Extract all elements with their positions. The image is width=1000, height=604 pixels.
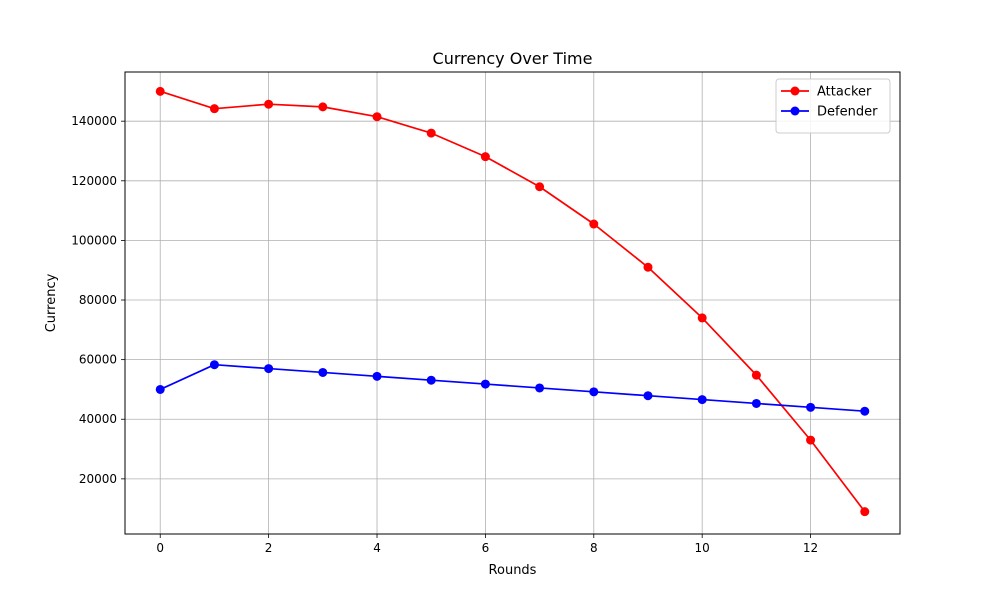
legend: Attacker Defender — [775, 78, 891, 134]
attacker-data-point — [426, 128, 436, 138]
attacker-data-point — [209, 104, 219, 114]
defender-data-point — [264, 364, 274, 374]
defender-data-point — [480, 379, 490, 389]
series-layer — [155, 86, 870, 517]
x-tick-label: 12 — [803, 541, 818, 555]
y-tick-label: 40000 — [79, 412, 117, 426]
x-tick-label: 8 — [590, 541, 598, 555]
defender-data-point — [751, 398, 761, 408]
attacker-data-point — [372, 112, 382, 122]
defender-data-point — [697, 395, 707, 405]
attacker-data-point — [480, 152, 490, 162]
defender-data-point — [535, 383, 545, 393]
attacker-data-point — [751, 370, 761, 380]
defender-data-point — [209, 360, 219, 370]
attacker-data-point — [155, 86, 165, 96]
attacker-series-line — [159, 90, 866, 513]
plot-area-frame — [124, 71, 901, 535]
defender-data-point — [806, 402, 816, 412]
y-tick-label: 80000 — [79, 293, 117, 307]
x-tick-label: 10 — [695, 541, 710, 555]
legend-attacker-label: Attacker — [817, 85, 872, 100]
x-tick-label: 4 — [373, 541, 381, 555]
attacker-data-point — [589, 219, 599, 229]
y-tick-label: 120000 — [71, 174, 117, 188]
attacker-data-point — [264, 99, 274, 109]
legend-attacker-marker — [790, 86, 800, 96]
y-tick-label: 140000 — [71, 114, 117, 128]
y-tick-label: 20000 — [79, 472, 117, 486]
defender-data-point — [860, 406, 870, 416]
defender-data-point — [643, 391, 653, 401]
x-tick-label: 6 — [482, 541, 490, 555]
y-tick-label: 100000 — [71, 233, 117, 247]
defender-data-point — [589, 387, 599, 397]
defender-data-point — [318, 367, 328, 377]
defender-series-line — [159, 363, 865, 413]
axes: 0 2 4 6 8 10 12 20000 40000 60000 80000 100000 12000… — [71, 114, 818, 555]
y-axis-label: Currency — [44, 273, 59, 332]
attacker-data-point — [643, 262, 653, 272]
legend-box — [775, 78, 891, 134]
defender-data-point — [426, 375, 436, 385]
attacker-data-point — [860, 507, 870, 517]
attacker-data-point — [806, 435, 816, 445]
y-tick-label: 60000 — [79, 353, 117, 367]
legend-defender-marker — [790, 106, 800, 116]
attacker-data-point — [318, 102, 328, 112]
attacker-data-point — [535, 182, 545, 192]
attacker-data-point — [697, 313, 707, 323]
chart-title: Currency Over Time — [433, 49, 593, 68]
x-axis-label: Rounds — [489, 563, 537, 578]
legend-defender-label: Defender — [817, 105, 878, 120]
grid-lines — [125, 72, 900, 534]
x-tick-label: 2 — [265, 541, 273, 555]
defender-data-point — [155, 384, 165, 394]
defender-data-point — [372, 371, 382, 381]
x-tick-label: 0 — [156, 541, 164, 555]
